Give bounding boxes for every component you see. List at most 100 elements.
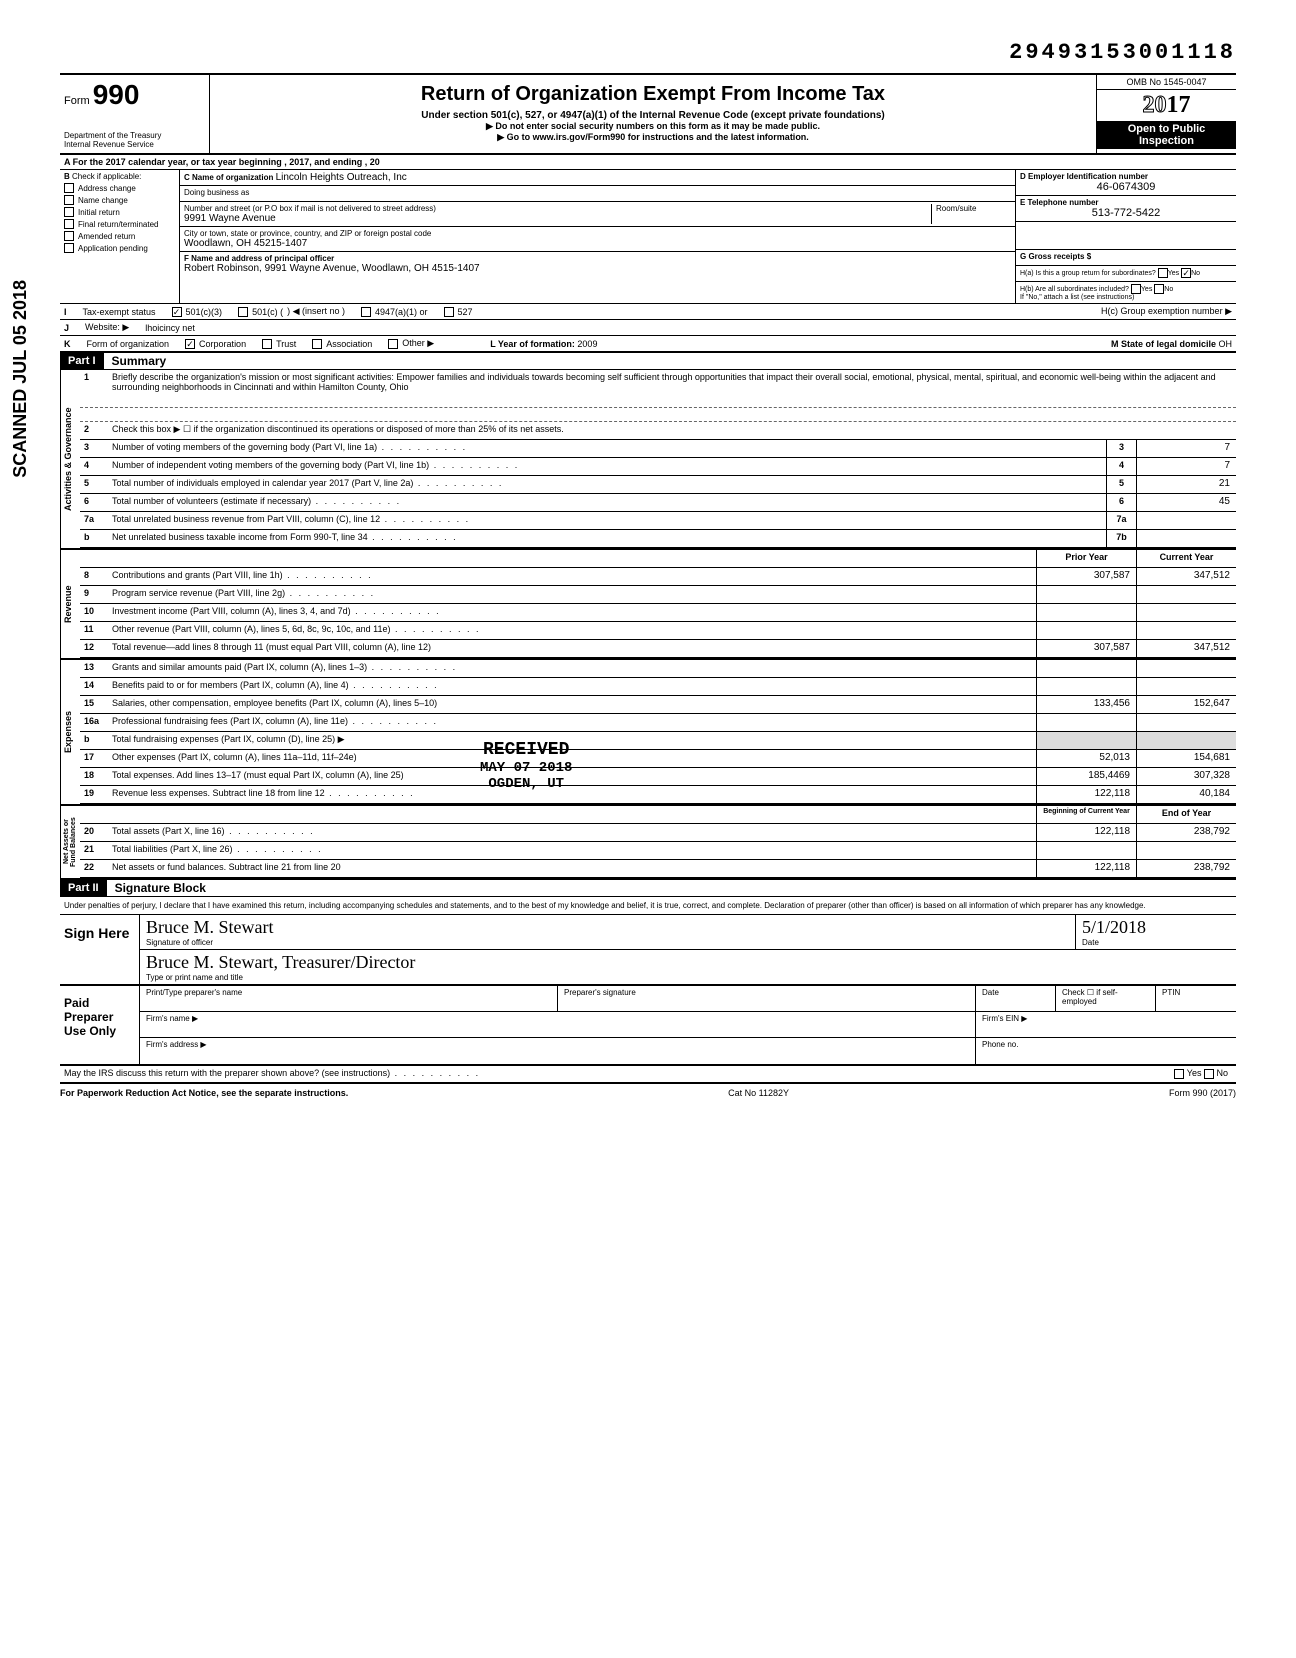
prep-date-label: Date bbox=[976, 986, 1056, 1011]
form-label: Form 990 bbox=[64, 79, 205, 111]
scanned-stamp: SCANNED JUL 05 2018 bbox=[10, 280, 31, 478]
line13: Grants and similar amounts paid (Part IX… bbox=[108, 660, 1036, 677]
v15p: 133,456 bbox=[1036, 696, 1136, 713]
line15: Salaries, other compensation, employee b… bbox=[108, 696, 1036, 713]
prior-year-head: Prior Year bbox=[1036, 550, 1136, 567]
signature: Bruce M. Stewart bbox=[146, 917, 1069, 938]
v19c: 40,184 bbox=[1136, 786, 1236, 803]
vlabel-rev: Revenue bbox=[60, 550, 80, 658]
v18c: 307,328 bbox=[1136, 768, 1236, 785]
line7a: Total unrelated business revenue from Pa… bbox=[108, 512, 1106, 529]
f-value: Robert Robinson, 9991 Wayne Avenue, Wood… bbox=[184, 263, 480, 274]
end-year-head: End of Year bbox=[1136, 806, 1236, 823]
line18: Total expenses. Add lines 13–17 (must eq… bbox=[108, 768, 1036, 785]
line7b: Net unrelated business taxable income fr… bbox=[108, 530, 1106, 547]
part1-header: Part I Summary bbox=[60, 353, 1236, 370]
row-j: J Website: ▶ lhoicincy net bbox=[60, 320, 1236, 336]
line9: Program service revenue (Part VIII, line… bbox=[108, 586, 1036, 603]
hb-label: H(b) Are all subordinates included? bbox=[1020, 286, 1129, 293]
chk-initial[interactable]: Initial return bbox=[64, 207, 175, 217]
vlabel-net: Net Assets or Fund Balances bbox=[60, 806, 80, 878]
chk-discuss-yes[interactable] bbox=[1174, 1069, 1184, 1079]
form-subtitle: Under section 501(c), 527, or 4947(a)(1)… bbox=[218, 110, 1088, 121]
form-note1: ▶ Do not enter social security numbers o… bbox=[218, 121, 1088, 132]
val5: 21 bbox=[1136, 476, 1236, 493]
e-label: E Telephone number bbox=[1020, 198, 1099, 207]
paid-preparer-block: Paid Preparer Use Only Print/Type prepar… bbox=[60, 986, 1236, 1066]
chk-other[interactable] bbox=[388, 339, 398, 349]
c-label: C Name of organization bbox=[184, 173, 273, 182]
beg-year-head: Beginning of Current Year bbox=[1036, 806, 1136, 823]
v22p: 122,118 bbox=[1036, 860, 1136, 877]
chk-corp[interactable]: ✓ bbox=[185, 339, 195, 349]
chk-4947[interactable] bbox=[361, 307, 371, 317]
row-a: A For the 2017 calendar year, or tax yea… bbox=[60, 155, 1236, 170]
line3: Number of voting members of the governin… bbox=[108, 440, 1106, 457]
ein-value: 46-0674309 bbox=[1020, 181, 1232, 193]
omb-number: OMB No 1545-0047 bbox=[1097, 75, 1236, 90]
prep-ptin-label: PTIN bbox=[1156, 986, 1236, 1011]
firm-name-label: Firm's name ▶ bbox=[140, 1012, 976, 1037]
v12c: 347,512 bbox=[1136, 640, 1236, 657]
open-public: Open to Public Inspection bbox=[1097, 121, 1236, 149]
v18p: 185,4469 bbox=[1036, 768, 1136, 785]
g-label: G Gross receipts $ bbox=[1020, 252, 1091, 261]
v17p: 52,013 bbox=[1036, 750, 1136, 767]
v12p: 307,587 bbox=[1036, 640, 1136, 657]
chk-527[interactable] bbox=[444, 307, 454, 317]
v20c: 238,792 bbox=[1136, 824, 1236, 841]
v15c: 152,647 bbox=[1136, 696, 1236, 713]
sign-here-block: Sign Here Bruce M. Stewart Signature of … bbox=[60, 915, 1236, 986]
chk-amended[interactable]: Amended return bbox=[64, 231, 175, 241]
vlabel-ag: Activities & Governance bbox=[60, 370, 80, 548]
footer: For Paperwork Reduction Act Notice, see … bbox=[60, 1084, 1236, 1102]
dept-label: Department of the Treasury Internal Reve… bbox=[64, 131, 205, 149]
line8: Contributions and grants (Part VIII, lin… bbox=[108, 568, 1036, 585]
val6: 45 bbox=[1136, 494, 1236, 511]
irs-discuss: May the IRS discuss this return with the… bbox=[60, 1066, 1166, 1082]
chk-address[interactable]: Address change bbox=[64, 183, 175, 193]
row-i: I Tax-exempt status ✓501(c)(3) 501(c) ()… bbox=[60, 304, 1236, 320]
form-header: Form 990 Department of the Treasury Inte… bbox=[60, 73, 1236, 155]
line5: Total number of individuals employed in … bbox=[108, 476, 1106, 493]
line2: Check this box ▶ ☐ if the organization d… bbox=[108, 422, 1236, 439]
firm-addr-label: Firm's address ▶ bbox=[140, 1038, 976, 1064]
v17c: 154,681 bbox=[1136, 750, 1236, 767]
v8c: 347,512 bbox=[1136, 568, 1236, 585]
prep-check-label: Check ☐ if self-employed bbox=[1056, 986, 1156, 1011]
form-note2: ▶ Go to www.irs.gov/Form990 for instruct… bbox=[218, 132, 1088, 143]
line19: Revenue less expenses. Subtract line 18 … bbox=[108, 786, 1036, 803]
chk-trust[interactable] bbox=[262, 339, 272, 349]
line16a: Professional fundraising fees (Part IX, … bbox=[108, 714, 1036, 731]
d-label: D Employer Identification number bbox=[1020, 172, 1148, 181]
hc-label: H(c) Group exemption number ▶ bbox=[1101, 306, 1232, 317]
val3: 7 bbox=[1136, 440, 1236, 457]
line22: Net assets or fund balances. Subtract li… bbox=[108, 860, 1036, 877]
website-value: lhoicincy net bbox=[145, 323, 195, 333]
addr-label: Number and street (or P.O box if mail is… bbox=[184, 204, 436, 213]
line4: Number of independent voting members of … bbox=[108, 458, 1106, 475]
chk-final[interactable]: Final return/terminated bbox=[64, 219, 175, 229]
form-title: Return of Organization Exempt From Incom… bbox=[218, 83, 1088, 106]
ha-label: H(a) Is this a group return for subordin… bbox=[1020, 270, 1156, 277]
printed-name: Bruce M. Stewart, Treasurer/Director bbox=[146, 952, 1230, 973]
chk-pending[interactable]: Application pending bbox=[64, 243, 175, 253]
chk-501c3[interactable]: ✓ bbox=[172, 307, 182, 317]
section-bcd: B Check if applicable: Address change Na… bbox=[60, 170, 1236, 304]
b-label: B Check if applicable: bbox=[64, 172, 175, 181]
chk-discuss-no[interactable] bbox=[1204, 1069, 1214, 1079]
chk-assoc[interactable] bbox=[312, 339, 322, 349]
part2-header: Part II Signature Block bbox=[60, 880, 1236, 897]
firm-ein-label: Firm's EIN ▶ bbox=[976, 1012, 1236, 1037]
sig-date: 5/1/2018 bbox=[1082, 917, 1230, 938]
year-formation: 2009 bbox=[577, 339, 597, 349]
line6: Total number of volunteers (estimate if … bbox=[108, 494, 1106, 511]
chk-name[interactable]: Name change bbox=[64, 195, 175, 205]
vlabel-exp: Expenses bbox=[60, 660, 80, 804]
line11: Other revenue (Part VIII, column (A), li… bbox=[108, 622, 1036, 639]
chk-501c[interactable] bbox=[238, 307, 248, 317]
line17: Other expenses (Part IX, column (A), lin… bbox=[108, 750, 1036, 767]
v19p: 122,118 bbox=[1036, 786, 1136, 803]
dba-label: Doing business as bbox=[180, 186, 1015, 202]
row-k: K Form of organization ✓Corporation Trus… bbox=[60, 336, 1236, 353]
